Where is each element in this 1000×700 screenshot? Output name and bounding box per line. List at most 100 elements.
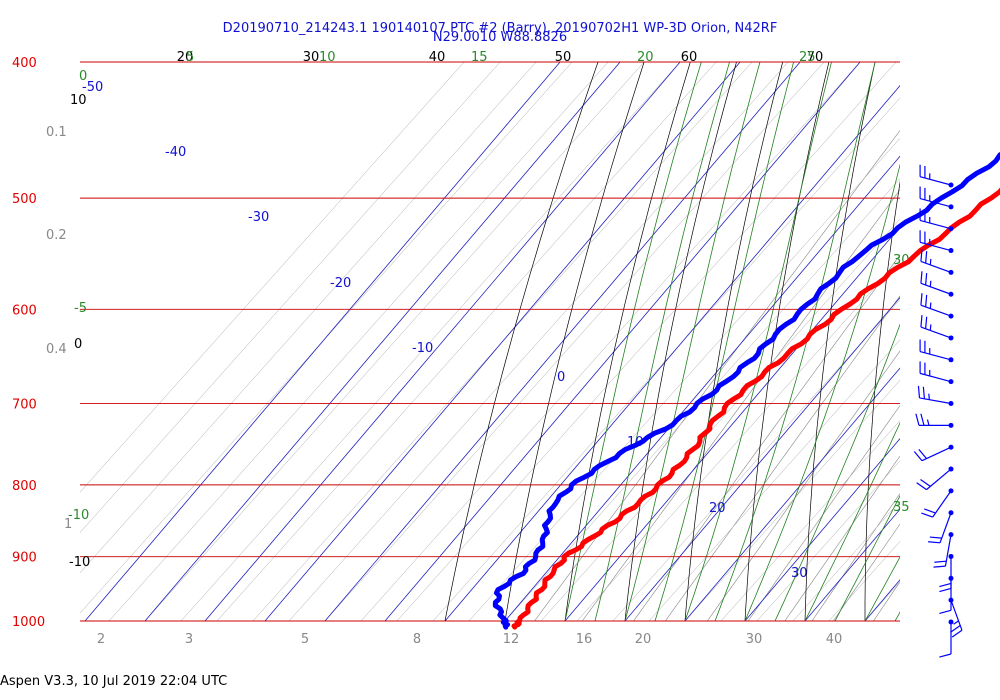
pressure-label: 700 (12, 397, 37, 412)
wind-barb-shaft (932, 490, 952, 518)
pressure-label: 400 (12, 56, 37, 71)
wind-barb-dot (948, 248, 954, 254)
moist-adiabat-label: 15 (471, 50, 488, 65)
moist-adiabat-line (624, 62, 761, 621)
wind-barb-flag (929, 536, 942, 539)
wind-barb-dot (948, 444, 954, 450)
chart-title-line2: N29.0010 W88.8826 (433, 30, 567, 45)
wind-barb-flag (925, 251, 928, 264)
isotherm-line (384, 62, 861, 621)
isotherm-label: -50 (82, 80, 103, 95)
wind-barb-flag (925, 294, 928, 307)
wind-barb-flag (924, 508, 936, 514)
wind-barb (920, 249, 954, 275)
mixing-ratio-line (903, 62, 1000, 621)
wind-barb (921, 488, 954, 518)
wind-barb-dot (948, 575, 954, 581)
grid-diagonal (756, 460, 900, 621)
wind-barb (919, 186, 954, 210)
grid-diagonal (80, 62, 501, 533)
wind-barb-flag (916, 482, 927, 491)
grid-diagonal (792, 500, 900, 621)
left-scale-label: 0.1 (46, 125, 67, 140)
grid-diagonal (973, 62, 1000, 621)
wind-barb-flag (950, 625, 961, 633)
wind-barb-dot (948, 619, 954, 625)
grid-diagonal (468, 137, 900, 621)
left-black-label: 0 (74, 337, 82, 352)
wind-barb-flag (934, 560, 947, 563)
moist-adiabat-label: 10 (319, 50, 336, 65)
isotherm-label: -40 (165, 145, 186, 160)
footer-text: Aspen V3.3, 10 Jul 2019 22:04 UTC (0, 674, 227, 689)
grid-diagonal (720, 420, 900, 621)
wind-barb-dot (948, 269, 954, 275)
isotherm-line (624, 296, 900, 621)
wind-barb (919, 339, 954, 363)
wind-barb-shaft (920, 260, 952, 273)
isotherm-label: -30 (248, 210, 269, 225)
wind-barb (933, 532, 954, 568)
wind-barb-flag (939, 609, 952, 614)
wind-barb (928, 510, 954, 544)
wind-barb-shaft (939, 512, 952, 544)
left-scale-label: 1 (64, 517, 72, 532)
wind-barb-flag (915, 413, 920, 426)
wind-barb-dot (948, 401, 954, 406)
wind-barb-flag (920, 314, 923, 328)
isotherm-label: -10 (412, 341, 433, 356)
isotherm-line (985, 62, 1000, 621)
wind-barb (919, 230, 954, 254)
top-temperature-label: 60 (681, 50, 698, 65)
moist-adiabat-line (714, 62, 876, 621)
wind-barb (915, 413, 954, 428)
wind-barb-shaft (950, 599, 963, 631)
wind-barb-shaft (919, 241, 952, 252)
wind-barb-flag (929, 280, 932, 287)
grid-layer (80, 62, 1000, 621)
dry-adiabat-line (444, 62, 599, 621)
grid-diagonal (324, 62, 825, 621)
wind-barb-dot (948, 488, 954, 494)
wind-barb-flag (933, 565, 946, 568)
isotherm-label: 0 (557, 370, 565, 385)
wind-barb-dot (948, 532, 954, 538)
wind-barb-shaft (919, 350, 952, 361)
wind-barb (913, 444, 954, 462)
wind-barb (939, 575, 954, 614)
chart-title-line1: D20190710_214243.1 190140107 PTC #2 (Bar… (223, 21, 778, 36)
moist-adiabat-label: 20 (637, 50, 654, 65)
wind-barb-dot (948, 597, 954, 603)
dewpoint-profile (492, 151, 1000, 630)
wind-barb-dot (948, 313, 954, 319)
wind-barb-flag (929, 324, 932, 331)
wind-barb (920, 314, 954, 341)
wind-barb-flag (918, 449, 927, 459)
isotherm-line (264, 62, 741, 621)
wind-barb-flag (920, 271, 923, 284)
moist-adiabat-line (834, 494, 900, 621)
wind-barb-layer (913, 164, 963, 658)
wind-barb (939, 553, 954, 593)
wind-barb-flag (925, 316, 928, 329)
wind-barb-shaft (944, 534, 952, 567)
wind-barb-shaft (919, 397, 952, 405)
top-temperature-label: 50 (555, 50, 572, 65)
wind-barb-flag (928, 393, 930, 400)
left-scale-label: 0.4 (46, 342, 67, 357)
mixing-ratio-label: 3 (185, 632, 193, 647)
wind-barb-dot (948, 466, 954, 472)
grid-diagonal (504, 178, 900, 621)
wind-barb-dot (948, 291, 954, 297)
wind-barb-flag (922, 386, 926, 399)
profile-layer (492, 151, 1000, 630)
wind-barb-flag (920, 413, 925, 426)
pressure-label: 1000 (12, 615, 45, 630)
wind-barb-flag (928, 541, 941, 544)
grid-diagonal (937, 62, 1000, 621)
wind-barb-flag (920, 249, 923, 262)
wind-barb-flag (939, 653, 952, 658)
isotherm-line (684, 367, 900, 621)
mixing-ratio-label: 8 (413, 632, 421, 647)
